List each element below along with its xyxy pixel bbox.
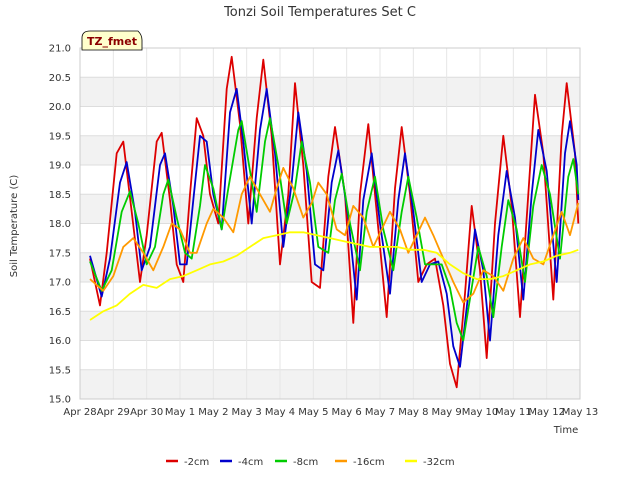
y-tick-label: 16.5: [49, 307, 71, 318]
legend-label: -8cm: [293, 457, 318, 468]
y-tick-label: 21.0: [49, 44, 71, 55]
y-axis-ticks: 15.0 15.5 16.0 16.5 17.0 17.5 18.0 18.5 19.0 19.5…: [49, 44, 71, 406]
x-tick-label: May 3: [232, 407, 262, 418]
legend: -2cm -4cm -8cm -16cm -32cm: [166, 457, 455, 468]
y-tick-label: 20.0: [49, 102, 71, 113]
x-tick-label: May 2: [198, 407, 228, 418]
legend-label: -4cm: [238, 457, 263, 468]
y-tick-label: 16.0: [49, 336, 71, 347]
series-line-minus-32cm: [89, 231, 579, 321]
y-tick-label: 18.5: [49, 190, 71, 201]
x-tick-label: May 4: [265, 407, 295, 418]
x-tick-label: May 7: [365, 407, 395, 418]
background-band: [80, 77, 580, 107]
chart-title: Tonzi Soil Temperatures Set C: [223, 5, 416, 20]
site-tag-label: TZ_fmet: [87, 35, 137, 48]
x-tick-label: May 5: [298, 407, 328, 418]
plot-area-border: [79, 47, 581, 400]
x-tick-label: May 12: [528, 407, 565, 418]
background-band: [80, 311, 580, 341]
x-tick-label: May 1: [165, 407, 195, 418]
y-axis-label: Soil Temperature (C): [9, 175, 20, 278]
y-tick-label: 15.5: [49, 365, 71, 376]
y-tick-label: 17.0: [49, 278, 71, 289]
x-tick-label: Apr 30: [130, 407, 163, 418]
x-tick-label: May 9: [432, 407, 462, 418]
y-tick-label: 17.5: [49, 248, 71, 259]
y-tick-label: 18.0: [49, 219, 71, 230]
x-axis-ticks: Apr 28 Apr 29 Apr 30 May 1 May 2 May 3 May 4 Ma…: [63, 407, 598, 418]
y-tick-label: 15.0: [49, 395, 71, 406]
site-tag-box: [81, 30, 143, 51]
series-line-minus-2cm: [89, 55, 580, 389]
y-tick-label: 19.0: [49, 161, 71, 172]
x-tick-label: May 8: [398, 407, 428, 418]
x-tick-label: May 6: [332, 407, 362, 418]
x-tick-label: May 11: [495, 407, 532, 418]
x-axis-label: Time: [553, 425, 578, 436]
y-tick-label: 20.5: [49, 73, 71, 84]
x-tick-label: Apr 28: [63, 407, 96, 418]
x-tick-label: May 10: [462, 407, 499, 418]
legend-label: -32cm: [423, 457, 455, 468]
site-tag: TZ_fmet: [81, 30, 143, 51]
legend-label: -16cm: [353, 457, 385, 468]
x-tick-label: Apr 29: [97, 407, 130, 418]
background-band: [80, 369, 580, 399]
legend-label: -2cm: [184, 457, 209, 468]
y-tick-label: 19.5: [49, 131, 71, 142]
x-tick-label: May 13: [562, 407, 599, 418]
series-lines: [89, 55, 580, 389]
series-line-minus-4cm: [89, 88, 580, 368]
